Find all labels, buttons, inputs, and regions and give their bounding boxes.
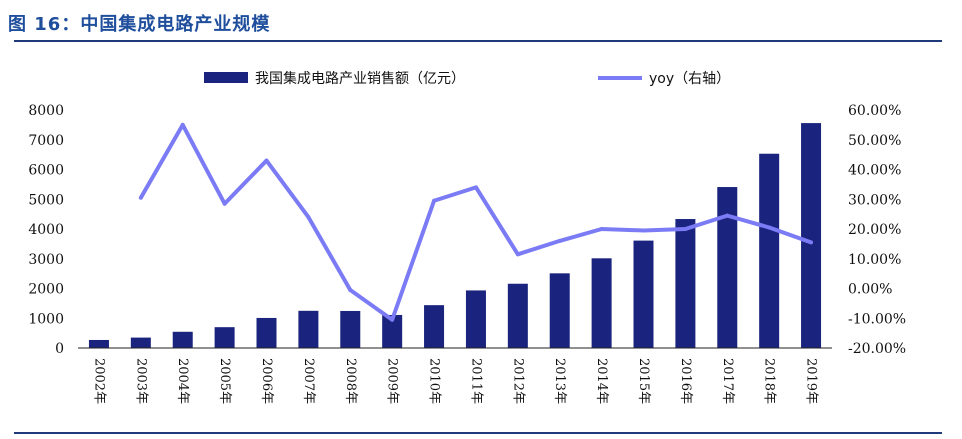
x-tick-label: 2013年: [552, 358, 567, 404]
y-left-tick-label: 3000: [28, 252, 64, 268]
bar-2011年: [465, 290, 486, 348]
legend-swatch-bar: [204, 72, 248, 83]
x-tick-label: 2011年: [468, 358, 483, 404]
x-tick-label: 2002年: [91, 358, 106, 404]
x-tick-label: 2006年: [259, 358, 274, 404]
y-left-tick-label: 8000: [28, 103, 64, 119]
bar-2016年: [675, 219, 696, 348]
yoy-point-2011年: [473, 185, 478, 190]
y-right-tick-label: 60.00%: [848, 103, 901, 119]
x-tick-label: 2003年: [133, 358, 148, 404]
yoy-point-2013年: [557, 238, 562, 243]
y-right-tick-label: 20.00%: [848, 222, 901, 238]
bar-2014年: [591, 258, 612, 348]
yoy-point-2018年: [767, 225, 772, 230]
bar-2007年: [298, 310, 319, 348]
bar-2006年: [256, 317, 277, 348]
yoy-point-2017年: [725, 213, 730, 218]
x-tick-label: 2019年: [804, 358, 819, 404]
bar-2008年: [340, 310, 361, 348]
x-tick-label: 2010年: [427, 358, 442, 404]
y-left-tick-label: 6000: [28, 163, 64, 179]
bar-2003年: [130, 337, 151, 348]
x-tick-label: 2012年: [510, 358, 525, 404]
bar-2012年: [507, 283, 528, 348]
y-right-tick-label: 30.00%: [848, 192, 901, 208]
yoy-point-2005年: [222, 201, 227, 206]
y-right-tick-label: -20.00%: [848, 341, 906, 357]
bar-2017年: [717, 187, 738, 348]
legend: 我国集成电路产业销售额（亿元） yoy（右轴）: [204, 70, 730, 87]
x-tick-label: 2016年: [678, 358, 693, 404]
x-tick-label: 2018年: [762, 358, 777, 404]
bar-2004年: [172, 331, 193, 348]
y-left-tick-label: 1000: [28, 311, 64, 327]
x-tick-label: 2007年: [301, 358, 316, 404]
yoy-point-2006年: [264, 158, 269, 163]
axes: 0 1000 2000 3000 4000 5000 6000 7000 8000 -20.00%…: [28, 103, 906, 404]
bar-2019年: [801, 123, 822, 348]
title-divider: [14, 40, 942, 42]
x-tick-label: 2009年: [385, 358, 400, 404]
figure-title: 图 16：中国集成电路产业规模: [8, 14, 271, 35]
yoy-point-2007年: [306, 215, 311, 220]
x-tick-label: 2017年: [720, 358, 735, 404]
y-right-tick-label: 0.00%: [848, 282, 892, 298]
bar-2005年: [214, 327, 235, 348]
x-tick-label: 2015年: [636, 358, 651, 404]
legend-label-bar: 我国集成电路产业销售额（亿元）: [255, 70, 465, 87]
yoy-point-2009年: [390, 317, 395, 322]
legend-label-line: yoy（右轴）: [649, 71, 730, 87]
bar-2018年: [759, 153, 780, 348]
x-tick-label: 2005年: [217, 358, 232, 404]
bar-2013年: [549, 273, 570, 348]
y-left-tick-label: 4000: [28, 222, 64, 238]
x-tick-label: 2014年: [594, 358, 609, 404]
y-left-tick-label: 0: [55, 341, 64, 357]
yoy-point-2008年: [348, 287, 353, 292]
y-left-tick-label: 7000: [28, 133, 64, 149]
y-left-tick-label: 5000: [28, 192, 64, 208]
line-series: [138, 122, 814, 322]
x-tick-label: 2008年: [343, 358, 358, 404]
yoy-point-2014年: [599, 227, 604, 231]
yoy-point-2010年: [432, 198, 437, 203]
bar-series: [88, 123, 822, 348]
bar-2010年: [424, 305, 445, 348]
bar-2009年: [382, 314, 403, 348]
y-right-tick-label: 50.00%: [848, 133, 901, 149]
y-left-tick-label: 2000: [28, 282, 64, 298]
yoy-point-2004年: [180, 122, 185, 127]
yoy-point-2012年: [515, 252, 520, 257]
bar-2015年: [633, 240, 654, 348]
yoy-point-2015年: [641, 228, 646, 233]
yoy-point-2016年: [683, 227, 688, 231]
yoy-point-2003年: [138, 195, 143, 200]
yoy-point-2019年: [809, 240, 814, 245]
x-tick-label: 2004年: [175, 358, 190, 404]
bar-2002年: [88, 339, 109, 348]
y-right-tick-label: -10.00%: [848, 311, 906, 327]
y-right-tick-label: 40.00%: [848, 163, 901, 179]
bottom-divider: [14, 432, 942, 434]
y-right-tick-label: 10.00%: [848, 252, 901, 268]
